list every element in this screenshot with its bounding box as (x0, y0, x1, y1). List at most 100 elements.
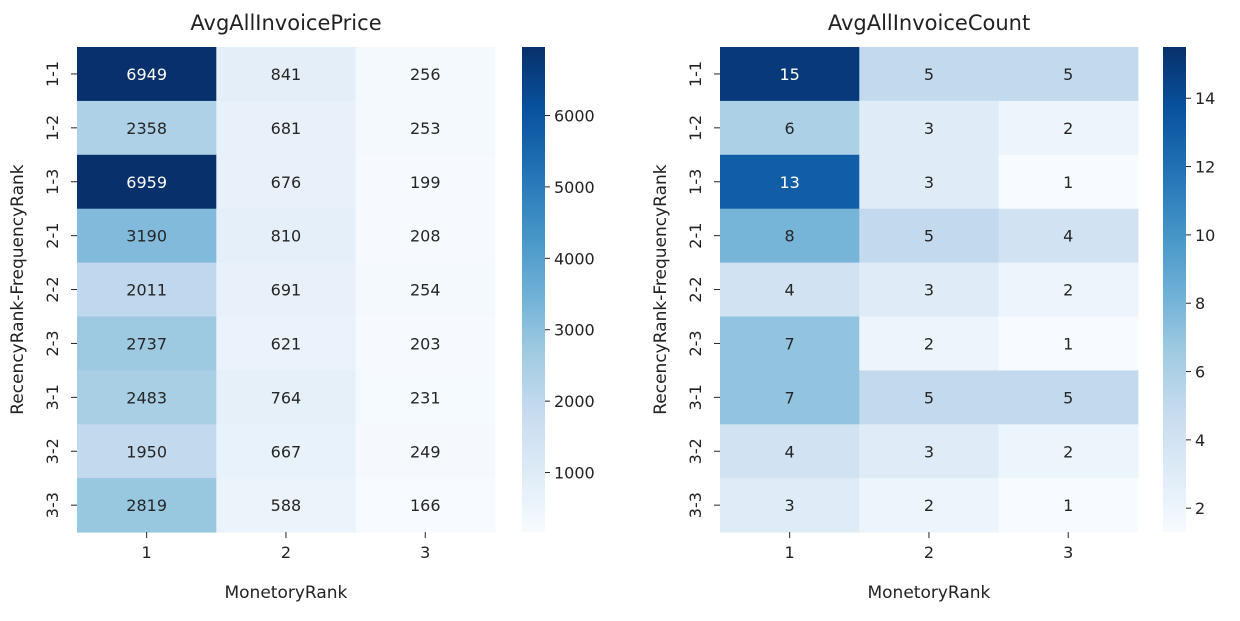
y-tick-label: 3-1 (43, 384, 62, 410)
y-axis-label: RecencyRank-FrequencyRank (651, 164, 671, 415)
colorbar-tick-label: 1000 (554, 464, 595, 483)
heatmap-cell-label: 6959 (126, 173, 167, 192)
heatmap-cell (216, 208, 357, 264)
heatmap-cell (355, 47, 496, 102)
heatmap-cell-label: 2358 (126, 119, 167, 138)
heatmap-cell (720, 208, 860, 264)
heatmap-cell-label: 5 (924, 227, 934, 246)
heatmap-cell (998, 478, 1139, 533)
heatmap-cell-label: 2 (1063, 442, 1073, 461)
y-tick-label: 3-3 (43, 492, 62, 518)
y-tick-label: 2-3 (43, 330, 62, 356)
heatmap-cell (859, 47, 1000, 102)
heatmap-cell-label: 3 (924, 281, 934, 300)
y-tick-label: 1-3 (686, 169, 705, 195)
colorbar (1163, 47, 1186, 533)
heatmap-cell-label: 681 (271, 119, 302, 138)
heatmap-cell (998, 208, 1139, 264)
heatmap-cell (720, 262, 860, 317)
heatmap-cell-label: 3 (924, 442, 934, 461)
heatmap-cell (216, 154, 357, 210)
colorbar-tick-label: 4000 (554, 249, 595, 268)
colorbar-tick-label: 12 (1195, 158, 1215, 177)
heatmap-cell-label: 2 (924, 334, 934, 353)
heatmap-price-panel: AvgAllInvoicePrice 6949 841 256 2358 681 253 69… (8, 11, 595, 603)
heatmap-cell-label: 15 (779, 65, 799, 84)
heatmap-cell-label: 4 (785, 281, 795, 300)
heatmap-cell-label: 7 (785, 388, 795, 407)
heatmap-cell (216, 100, 357, 156)
heatmap-cell-label: 841 (271, 65, 302, 84)
heatmap-cell (216, 262, 357, 317)
heatmap-cell-label: 676 (271, 173, 302, 192)
heatmap-cell (77, 47, 217, 102)
heatmap-cell (355, 154, 496, 210)
heatmap-cell-label: 253 (410, 119, 441, 138)
heatmap-cell-label: 203 (410, 334, 441, 353)
x-axis-label: MonetoryRank (224, 583, 347, 603)
heatmap-cell-label: 254 (410, 281, 441, 300)
colorbar-tick-label: 5000 (554, 178, 595, 197)
heatmap-cell-label: 5 (1063, 388, 1073, 407)
heatmap-cell (720, 424, 860, 479)
heatmap-cell (998, 262, 1139, 317)
chart-title: AvgAllInvoiceCount (828, 11, 1030, 35)
heatmap-cell (355, 316, 496, 371)
heatmap-cell (77, 370, 217, 425)
y-tick-label: 1-3 (43, 169, 62, 195)
heatmap-cell (355, 208, 496, 264)
y-tick-label: 1-2 (43, 115, 62, 141)
heatmap-cell (998, 316, 1139, 371)
heatmap-cell (720, 478, 860, 533)
y-tick-label: 3-2 (43, 438, 62, 464)
heatmap-cell (998, 370, 1139, 425)
heatmap-cell (216, 316, 357, 371)
colorbar-tick-label: 6 (1195, 363, 1205, 382)
heatmap-cell-label: 13 (779, 173, 799, 192)
y-tick-label: 2-1 (43, 223, 62, 249)
y-tick-label: 2-3 (686, 330, 705, 356)
y-tick-label: 3-3 (686, 492, 705, 518)
colorbar-tick-label: 10 (1195, 226, 1215, 245)
heatmap-cell-label: 249 (410, 442, 441, 461)
heatmap-cell-label: 3190 (126, 227, 167, 246)
heatmap-cell (355, 100, 496, 156)
heatmap-cell-label: 166 (410, 496, 441, 515)
heatmap-cell-label: 3 (924, 119, 934, 138)
heatmap-cell-label: 2011 (126, 281, 167, 300)
colorbar-tick-label: 4 (1195, 431, 1205, 450)
heatmap-cell-label: 810 (271, 227, 302, 246)
heatmap-cell (998, 154, 1139, 210)
heatmap-cell-label: 4 (1063, 227, 1073, 246)
heatmap-cell-label: 3 (785, 496, 795, 515)
heatmap-cell-label: 764 (271, 388, 302, 407)
heatmap-cell (998, 47, 1139, 102)
heatmap-cell-label: 1 (1063, 334, 1073, 353)
chart-title: AvgAllInvoicePrice (190, 11, 381, 35)
heatmap-cell (77, 154, 217, 210)
y-tick-label: 2-2 (686, 276, 705, 302)
y-axis-label: RecencyRank-FrequencyRank (8, 164, 28, 415)
heatmap-cell-label: 2 (1063, 119, 1073, 138)
heatmap-cell-label: 208 (410, 227, 441, 246)
y-tick-label: 2-1 (686, 223, 705, 249)
y-tick-label: 3-1 (686, 384, 705, 410)
x-tick-label: 3 (420, 543, 430, 562)
heatmap-cell-label: 2 (924, 496, 934, 515)
heatmap-cell (859, 370, 1000, 425)
heatmap-cell (998, 424, 1139, 479)
heatmap-cell (859, 154, 1000, 210)
heatmap-cell-label: 199 (410, 173, 441, 192)
heatmap-cell (216, 370, 357, 425)
heatmap-cell (77, 208, 217, 264)
heatmap-cell (859, 262, 1000, 317)
heatmap-cell-label: 6949 (126, 65, 167, 84)
heatmap-cell (859, 316, 1000, 371)
heatmap-cell (355, 478, 496, 533)
heatmap-cell (859, 424, 1000, 479)
heatmap-cell (355, 424, 496, 479)
heatmap-cell-label: 256 (410, 65, 441, 84)
heatmap-cell-label: 1 (1063, 173, 1073, 192)
heatmap-cell (859, 478, 1000, 533)
